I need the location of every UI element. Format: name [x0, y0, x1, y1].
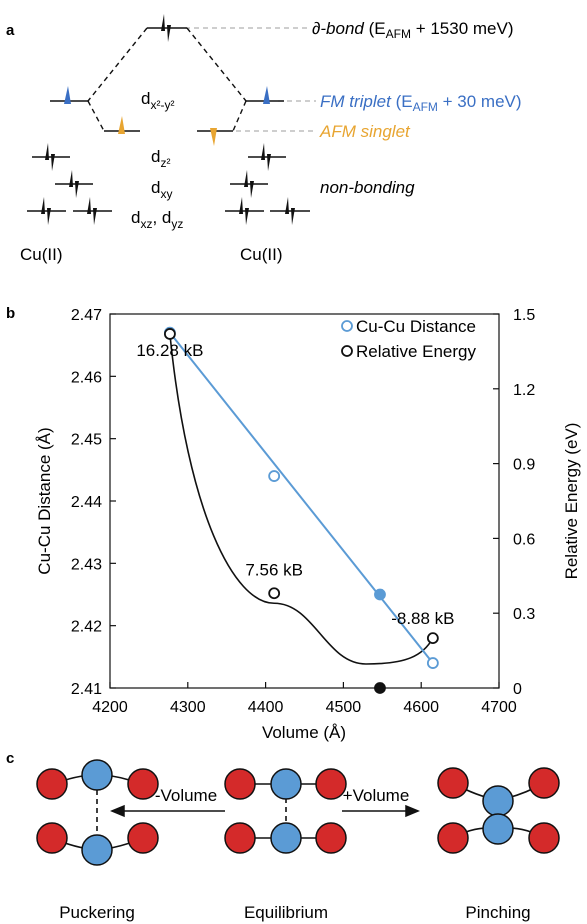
- label-pinching: Pinching: [465, 903, 530, 922]
- ligand-atom: [437, 767, 469, 799]
- label-fm-triplet: FM triplet (EAFM + 30 meV): [320, 92, 522, 114]
- cu-atom: [482, 785, 514, 817]
- y2-tick-label: 1.2: [513, 382, 535, 399]
- data-label: 7.56 kB: [245, 560, 303, 579]
- x-axis-label: Volume (Å): [262, 723, 346, 742]
- x-tick-label: 4600: [403, 699, 439, 716]
- y-tick-label: 2.44: [71, 494, 102, 511]
- afm-electrons: [118, 116, 217, 146]
- ligand-atom: [127, 822, 159, 854]
- label-delta-bond: ∂-bond (EAFM + 1530 meV): [312, 19, 514, 41]
- x-tick-label: 4200: [92, 699, 128, 716]
- y2-tick-label: 0: [513, 681, 522, 698]
- label-non-bonding: non-bonding: [320, 178, 415, 197]
- mo-connectors: [87, 27, 247, 132]
- legend-label: Cu-Cu Distance: [356, 317, 476, 336]
- fm-electron-right: [263, 86, 270, 104]
- energy-point: [374, 682, 386, 694]
- energy-point: [426, 632, 439, 645]
- label-cu-left: Cu(II): [20, 245, 63, 264]
- volume-arrows: [110, 804, 420, 818]
- label-puckering: Puckering: [59, 903, 135, 922]
- paired-electrons: [41, 14, 295, 225]
- energy-point: [268, 587, 281, 600]
- ligand-atom: [528, 767, 560, 799]
- legend-marker: [341, 320, 353, 332]
- level-guides: [185, 27, 316, 132]
- x-tick-label: 4400: [248, 699, 284, 716]
- distance-point: [426, 657, 439, 669]
- ligand-atom: [437, 822, 469, 854]
- arrow-label-minus-volume: -Volume: [155, 786, 217, 805]
- y-tick-label: 2.46: [71, 369, 102, 386]
- y-ticks: 2.41 2.42 2.43 2.44 2.45 2.46 2.47: [71, 307, 116, 698]
- label-dz2: dz²: [151, 147, 170, 170]
- distance-point: [374, 588, 386, 601]
- ligand-atom: [315, 822, 347, 854]
- y2-tick-label: 0.6: [513, 531, 535, 548]
- cu-atom: [270, 768, 302, 800]
- label-dxz-dyz: dxz, dyz: [131, 208, 183, 231]
- y2-tick-label: 0.3: [513, 606, 535, 623]
- label-dx2y2: dx²-y²: [141, 89, 174, 112]
- data-marks: [164, 326, 439, 694]
- afm-electron-down: [210, 128, 217, 146]
- ligand-atom: [528, 822, 560, 854]
- fm-electron-left: [64, 86, 71, 104]
- label-dxy: dxy: [151, 178, 172, 201]
- y2-tick-label: 1.5: [513, 307, 535, 324]
- x-tick-label: 4700: [481, 699, 517, 716]
- cu-atom: [482, 813, 514, 845]
- cu-atom: [81, 759, 113, 791]
- y-tick-label: 2.42: [71, 619, 102, 636]
- x-ticks: 4200 4300 4400 4500 4600 4700: [92, 682, 517, 716]
- distance-point: [268, 470, 281, 482]
- y-tick-label: 2.45: [71, 432, 102, 449]
- x-tick-label: 4300: [170, 699, 206, 716]
- x-tick-label: 4500: [326, 699, 362, 716]
- legend-label: Relative Energy: [356, 342, 477, 361]
- arrow-label-plus-volume: +Volume: [343, 786, 410, 805]
- afm-electron-up: [118, 116, 125, 134]
- distance-fit-line: [169, 332, 434, 664]
- data-label: -8.88 kB: [391, 609, 454, 628]
- panel-label-c: c: [6, 750, 14, 767]
- ligand-atom: [127, 768, 159, 800]
- label-equilibrium: Equilibrium: [244, 903, 328, 922]
- ligand-atom: [224, 822, 256, 854]
- ligand-atom: [36, 822, 68, 854]
- y2-ticks: 0 0.3 0.6 0.9 1.2 1.5: [493, 307, 535, 698]
- label-cu-right: Cu(II): [240, 245, 283, 264]
- label-afm-singlet: AFM singlet: [319, 122, 411, 141]
- energy-fit-curve: [169, 333, 434, 665]
- y-tick-label: 2.41: [71, 681, 102, 698]
- panel-label-b: b: [6, 305, 15, 322]
- ligand-atom: [315, 768, 347, 800]
- energy-levels: [27, 27, 310, 212]
- panel-label-a: a: [6, 22, 15, 39]
- y-tick-label: 2.43: [71, 556, 102, 573]
- energy-point: [164, 328, 176, 340]
- legend: Cu-Cu Distance Relative Energy: [341, 317, 477, 361]
- y-tick-label: 2.47: [71, 307, 102, 324]
- ligand-atom: [224, 768, 256, 800]
- annotations: 16.28 kB 7.56 kB -8.88 kB: [136, 341, 454, 628]
- chart-b: 2.41 2.42 2.43 2.44 2.45 2.46 2.47 0 0.3 0.6 0.9 1…: [35, 307, 581, 742]
- fm-electrons: [64, 86, 270, 104]
- y2-tick-label: 0.9: [513, 457, 535, 474]
- y-axis-label: Cu-Cu Distance (Å): [35, 427, 54, 574]
- y2-axis-label: Relative Energy (eV): [562, 423, 581, 580]
- cu-atom: [81, 834, 113, 866]
- legend-marker: [341, 345, 353, 357]
- atoms: [36, 759, 560, 866]
- cu-atom: [270, 822, 302, 854]
- data-label: 16.28 kB: [136, 341, 203, 360]
- ligand-atom: [36, 768, 68, 800]
